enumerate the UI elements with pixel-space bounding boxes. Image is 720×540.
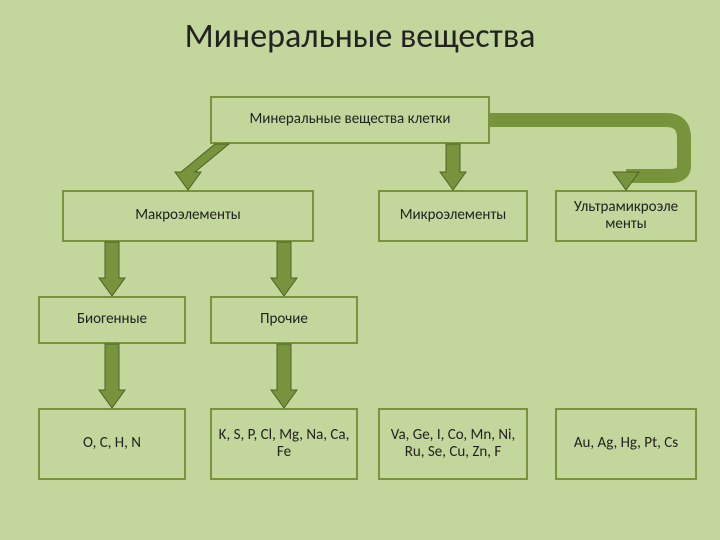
page-title: Минеральные вещества	[0, 16, 720, 57]
node-label: O, C, H, N	[83, 435, 141, 452]
node-bio: Биогенные	[38, 296, 186, 344]
node-label: Минеральные вещества клетки	[249, 111, 450, 128]
node-micro: Микроэлементы	[378, 190, 528, 242]
node-ultra: Ультрамикроэле менты	[555, 190, 697, 242]
node-macro: Макроэлементы	[62, 190, 314, 242]
node-other: Прочие	[210, 296, 358, 344]
node-label: Микроэлементы	[400, 207, 507, 224]
node-ultra-el: Au, Ag, Hg, Pt, Cs	[555, 408, 697, 480]
node-other-el: K, S, P, Cl, Mg, Na, Ca, Fe	[210, 408, 358, 480]
node-root: Минеральные вещества клетки	[210, 96, 490, 144]
node-label: Ультрамикроэле менты	[563, 199, 689, 234]
node-label: Va, Ge, I, Co, Mn, Ni, Ru, Se, Cu, Zn, F	[386, 427, 520, 462]
node-bio-el: O, C, H, N	[38, 408, 186, 480]
node-label: Прочие	[260, 311, 308, 328]
node-label: Биогенные	[77, 311, 147, 328]
node-label: Макроэлементы	[135, 207, 241, 224]
node-micro-el: Va, Ge, I, Co, Mn, Ni, Ru, Se, Cu, Zn, F	[378, 408, 528, 480]
node-label: Au, Ag, Hg, Pt, Cs	[574, 435, 678, 452]
node-label: K, S, P, Cl, Mg, Na, Ca, Fe	[218, 427, 350, 462]
